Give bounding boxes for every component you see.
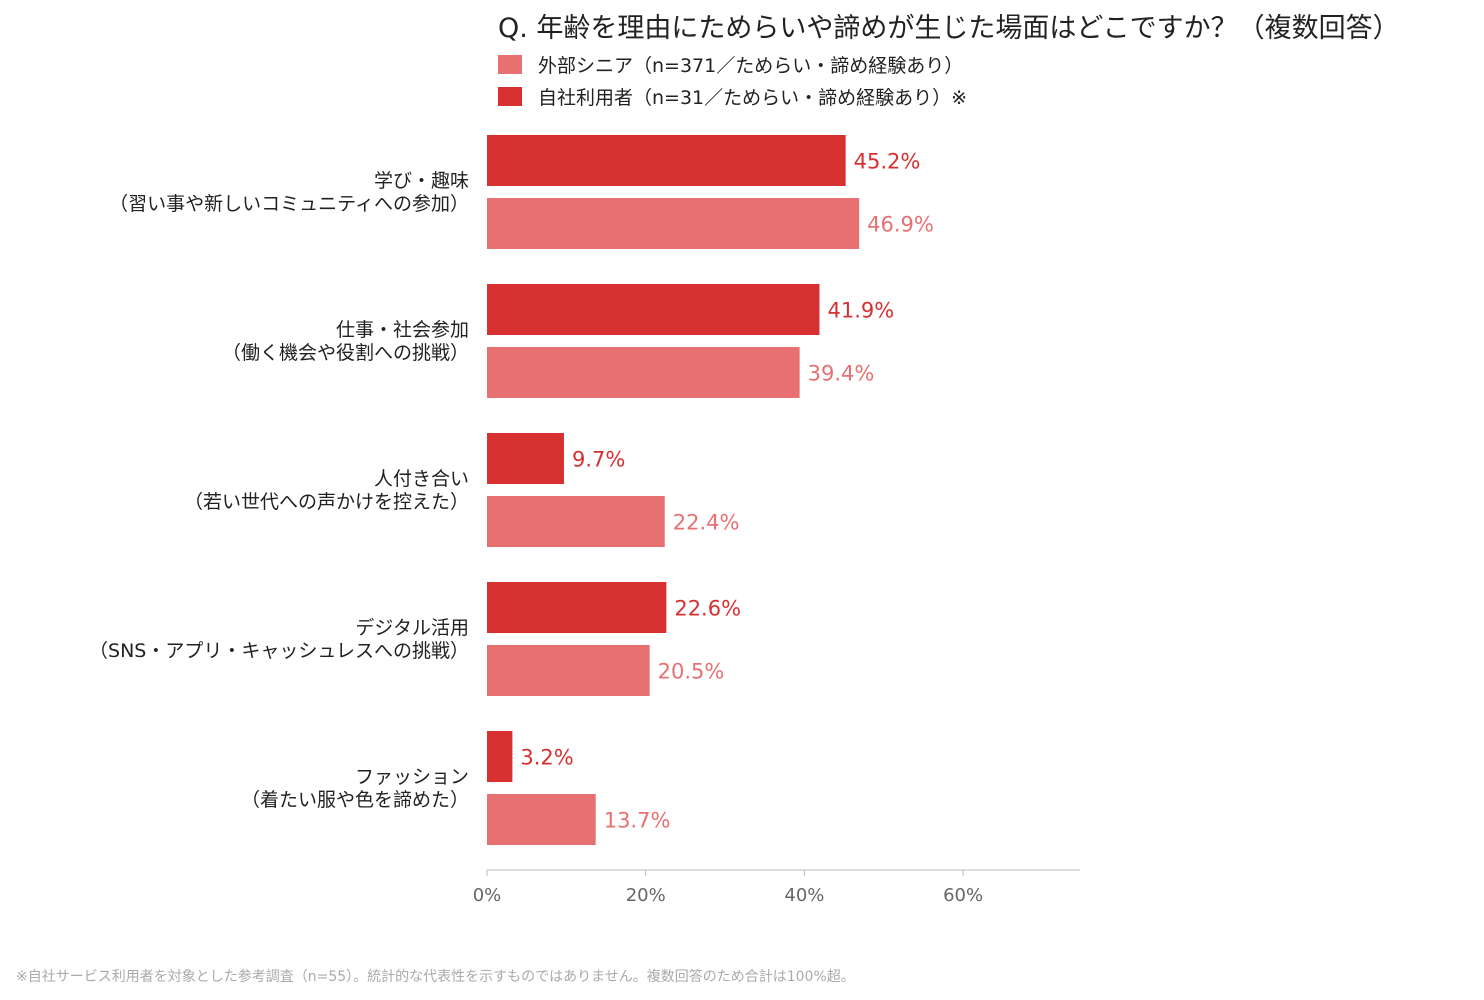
data-label: 13.7% [604, 809, 671, 833]
data-label: 41.9% [827, 299, 894, 323]
category-label-sub: （着たい服や色を諦めた） [241, 789, 469, 811]
category-label-main: 仕事・社会参加 [336, 319, 469, 341]
data-label: 22.4% [673, 511, 740, 535]
bar-own-users [487, 433, 564, 484]
data-label: 9.7% [572, 448, 625, 472]
data-label: 45.2% [854, 150, 921, 174]
x-tick-label: 0% [473, 885, 502, 906]
bar-own-users [487, 135, 846, 186]
category-label-main: ファッション [355, 766, 469, 788]
bar-own-users [487, 731, 513, 782]
bar-own-users [487, 582, 667, 633]
bar-external-seniors [487, 347, 800, 398]
bar-external-seniors [487, 794, 596, 845]
legend-swatch [498, 54, 522, 74]
legend-swatch [498, 86, 522, 106]
legend-item-own-users: 自社利用者（n=31／ためらい・諦め経験あり）※ [498, 83, 967, 109]
data-label: 39.4% [808, 362, 875, 386]
data-label: 46.9% [867, 213, 934, 237]
bar-own-users [487, 284, 820, 335]
category-label-sub: （SNS・アプリ・キャッシュレスへの挑戦） [89, 640, 469, 662]
category-label-sub: （働く機会や役割への挑戦） [222, 342, 469, 364]
bar-external-seniors [487, 198, 860, 249]
x-tick-label: 20% [626, 885, 666, 906]
chart-title: Q. 年齢を理由にためらいや諦めが生じた場面はどこですか？（複数回答） [498, 13, 1400, 44]
data-label: 20.5% [658, 660, 725, 684]
category-label-main: デジタル活用 [355, 617, 469, 639]
x-tick-label: 40% [784, 885, 824, 906]
category-label-main: 学び・趣味 [374, 170, 469, 192]
bar-chart-plot: 学び・趣味（習い事や新しいコミュニティへの参加） 45.2% 46.9% 仕事・社会参… [89, 135, 1080, 906]
legend-label: 外部シニア（n=371／ためらい・諦め経験あり） [538, 54, 964, 77]
bar-external-seniors [487, 496, 665, 547]
data-label: 3.2% [520, 746, 573, 770]
bar-external-seniors [487, 645, 650, 696]
category-label-main: 人付き合い [374, 468, 469, 490]
footnote: ※自社サービス利用者を対象とした参考調査（n=55）。統計的な代表性を示すもので… [16, 969, 855, 985]
legend-label: 自社利用者（n=31／ためらい・諦め経験あり）※ [538, 86, 968, 109]
category-label-sub: （若い世代への声かけを控えた） [184, 491, 469, 513]
category-label-sub: （習い事や新しいコミュニティへの参加） [109, 193, 469, 215]
legend-item-external-seniors: 外部シニア（n=371／ためらい・諦め経験あり） [498, 51, 963, 77]
data-label: 22.6% [674, 597, 741, 621]
x-tick-label: 60% [943, 885, 983, 906]
